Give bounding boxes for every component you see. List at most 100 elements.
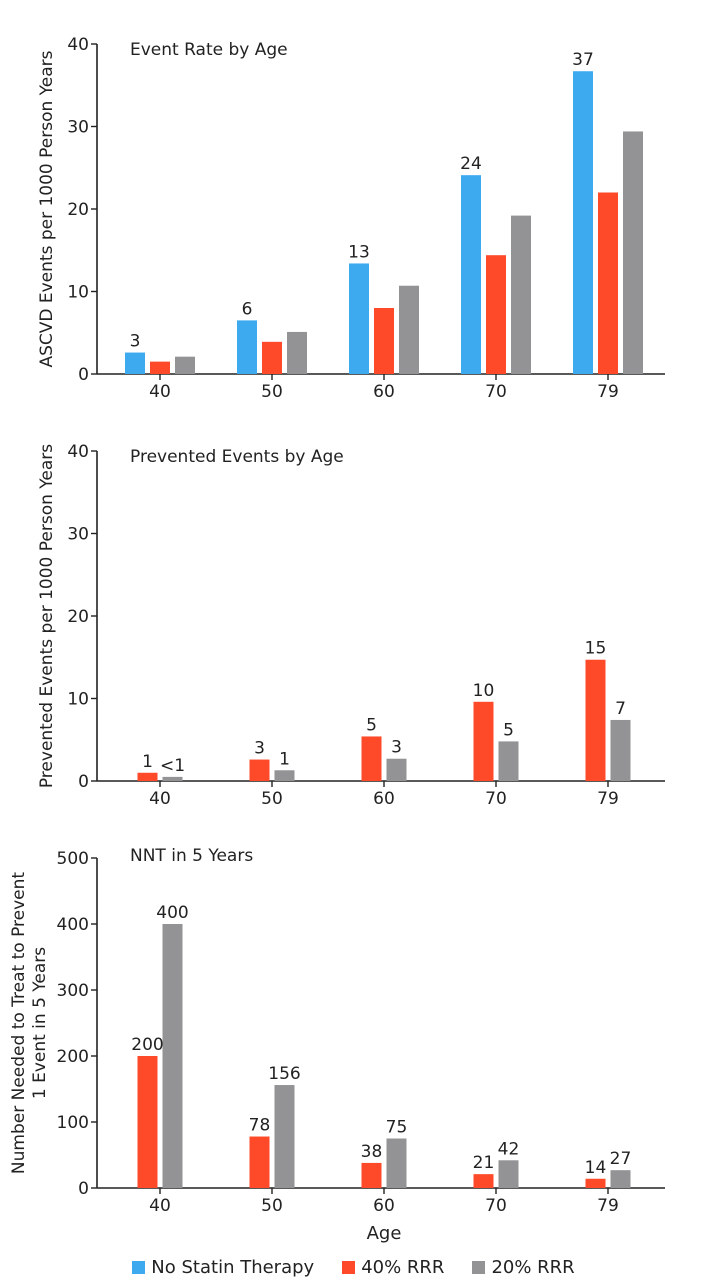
bar <box>125 352 145 374</box>
x-axis-label: Age <box>367 1223 402 1244</box>
bar <box>498 741 519 781</box>
data-label: 75 <box>386 1118 408 1138</box>
bar <box>349 263 369 374</box>
data-label: 15 <box>585 639 607 659</box>
y-tick-label: 20 <box>67 200 89 220</box>
y-tick-label: 200 <box>57 1047 89 1067</box>
data-label: 27 <box>610 1149 632 1169</box>
x-tick-label: 79 <box>597 382 619 402</box>
y-axis-label-line: 1 Event in 5 Years <box>30 947 50 1099</box>
bar <box>287 331 307 374</box>
bar <box>610 1170 631 1188</box>
y-axis-label-line: Number Needed to Treat to Prevent <box>9 872 29 1174</box>
legend-label-40-rrr: 40% RRR <box>361 1256 445 1278</box>
x-tick-label: 79 <box>597 1196 619 1216</box>
data-label: 200 <box>131 1035 163 1055</box>
data-label: 10 <box>473 681 495 701</box>
legend-swatch-20-rrr <box>472 1260 486 1274</box>
bar <box>249 759 270 781</box>
y-tick-label: 0 <box>78 1179 89 1199</box>
data-label: 78 <box>249 1116 271 1136</box>
legend-swatch-no-statin <box>132 1260 146 1274</box>
y-tick-label: 10 <box>67 283 89 303</box>
bar <box>573 71 593 374</box>
bar <box>137 1056 158 1188</box>
data-label: 5 <box>503 720 514 740</box>
x-tick-label: 40 <box>149 1196 171 1216</box>
legend: No Statin Therapy 40% RRR 20% RRR <box>0 1254 707 1280</box>
bar <box>461 175 481 374</box>
data-label: 7 <box>615 699 626 719</box>
data-label: 1 <box>279 749 290 769</box>
bar <box>498 1160 519 1188</box>
data-label: 3 <box>254 739 265 759</box>
bar <box>585 1178 606 1188</box>
legend-item-20-rrr: 20% RRR <box>472 1257 575 1278</box>
y-tick-label: 30 <box>67 118 89 138</box>
data-label: 156 <box>268 1064 300 1084</box>
data-label: 24 <box>460 154 482 174</box>
x-tick-label: 70 <box>485 382 507 402</box>
y-axis-label: ASCVD Events per 1000 Person Years <box>37 50 57 367</box>
bar <box>162 776 183 781</box>
x-tick-label: 70 <box>485 1196 507 1216</box>
y-tick-label: 10 <box>67 690 89 710</box>
x-tick-label: 50 <box>261 789 283 809</box>
legend-item-no-statin: No Statin Therapy <box>132 1257 314 1278</box>
x-tick-label: 50 <box>261 382 283 402</box>
data-label: 1 <box>142 752 153 772</box>
bar <box>361 736 382 781</box>
x-tick-label: 70 <box>485 789 507 809</box>
bar <box>399 285 419 374</box>
y-axis-label: Number Needed to Treat to Prevent1 Event… <box>9 872 50 1174</box>
x-tick-label: 60 <box>373 1196 395 1216</box>
legend-item-40-rrr: 40% RRR <box>342 1257 444 1278</box>
data-label: 37 <box>572 50 594 70</box>
bar <box>162 924 183 1188</box>
bar <box>598 192 618 374</box>
data-label: 5 <box>366 715 377 735</box>
bar <box>374 308 394 374</box>
data-label: <1 <box>160 756 185 776</box>
bar <box>150 361 170 374</box>
y-tick-label: 500 <box>57 849 89 869</box>
y-tick-label: 40 <box>67 442 89 462</box>
data-label: 3 <box>130 332 141 352</box>
bar <box>262 341 282 374</box>
chart-title: Prevented Events by Age <box>130 447 344 467</box>
bar <box>361 1162 382 1188</box>
data-label: 42 <box>498 1139 520 1159</box>
x-tick-label: 40 <box>149 382 171 402</box>
bar <box>274 1085 295 1188</box>
y-tick-label: 30 <box>67 525 89 545</box>
data-label: 6 <box>242 299 253 319</box>
x-tick-label: 60 <box>373 789 395 809</box>
bar <box>386 1138 407 1188</box>
y-tick-label: 20 <box>67 607 89 627</box>
chart-title: Event Rate by Age <box>130 40 288 60</box>
bar <box>585 659 606 781</box>
bar <box>137 772 158 781</box>
data-label: 14 <box>585 1158 607 1178</box>
x-tick-label: 60 <box>373 382 395 402</box>
x-tick-label: 79 <box>597 789 619 809</box>
bar <box>486 255 506 374</box>
chart-title: NNT in 5 Years <box>130 846 253 866</box>
data-label: 3 <box>391 738 402 758</box>
data-label: 38 <box>361 1142 383 1162</box>
y-tick-label: 40 <box>67 35 89 55</box>
bar <box>175 356 195 374</box>
bar <box>274 770 295 781</box>
y-tick-label: 0 <box>78 772 89 792</box>
data-label: 400 <box>156 903 188 923</box>
y-tick-label: 400 <box>57 915 89 935</box>
bar <box>249 1136 270 1188</box>
bar <box>610 719 631 781</box>
bar <box>386 758 407 781</box>
y-axis-label: Prevented Events per 1000 Person Years <box>37 444 57 788</box>
legend-label-no-statin: No Statin Therapy <box>151 1256 315 1278</box>
x-tick-label: 50 <box>261 1196 283 1216</box>
y-tick-label: 300 <box>57 981 89 1001</box>
y-tick-label: 100 <box>57 1113 89 1133</box>
